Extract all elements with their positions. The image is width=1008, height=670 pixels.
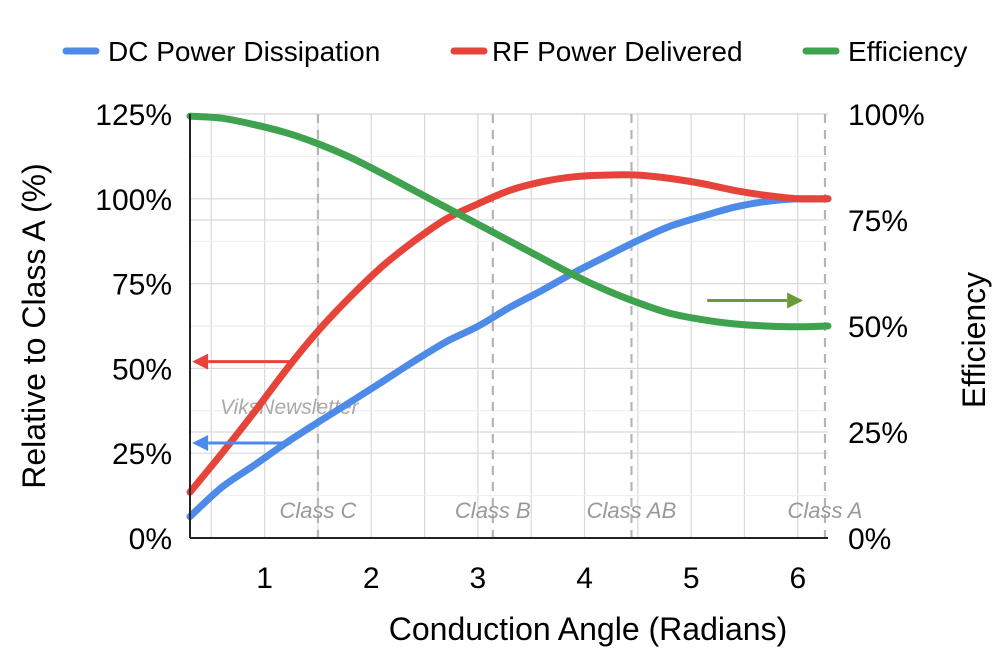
y2-tick-label: 75% [848,205,908,238]
class-marker-label: Class B [455,498,531,523]
y2-tick-label: 50% [848,311,908,344]
x-tick-label: 3 [470,562,487,595]
x-tick-label: 2 [363,562,380,595]
y2-axis-title: Efficiency [956,272,992,408]
x-tick-label: 4 [576,562,593,595]
legend-label: Efficiency [848,36,967,67]
y-tick-label: 50% [112,353,172,386]
x-tick-label: 5 [683,562,700,595]
y-tick-label: 0% [129,523,172,556]
legend: DC Power Dissipation RF Power Delivered Ef… [62,36,967,67]
y2-tick-label: 0% [848,523,891,556]
tick-labels: 1 2 3 4 5 6 0% 25% 50% 75% 100% 125% 0% 25% 50% 75% 100% [95,99,924,595]
y-axis-title: Relative to Class A (%) [16,163,52,488]
annotation-arrows [192,292,804,452]
y-tick-label: 25% [112,438,172,471]
x-tick-label: 1 [256,562,273,595]
legend-label: DC Power Dissipation [108,36,380,67]
legend-label: RF Power Delivered [492,36,743,67]
x-tick-label: 6 [789,562,806,595]
annotation-arrow-head [787,292,804,309]
y2-tick-label: 100% [848,99,925,132]
axes [189,114,828,539]
y-tick-label: 125% [95,99,172,132]
annotation-arrow-head [192,435,209,452]
series-line-dc-power-dissipation [186,195,832,521]
y-tick-label: 75% [112,269,172,302]
series-line-efficiency [186,112,832,331]
class-marker-label: Class C [279,498,356,523]
series-lines [186,112,832,521]
annotation-arrow-head [192,353,209,370]
y2-tick-label: 25% [848,417,908,450]
x-axis-title: Conduction Angle (Radians) [389,611,787,647]
class-marker-label: Class A [788,498,863,523]
class-marker-labels: Class C Class B Class AB Class A [279,498,862,523]
series-line-rf-power-delivered [186,171,832,496]
class-marker-label: Class AB [587,498,677,523]
y-tick-label: 100% [95,184,172,217]
